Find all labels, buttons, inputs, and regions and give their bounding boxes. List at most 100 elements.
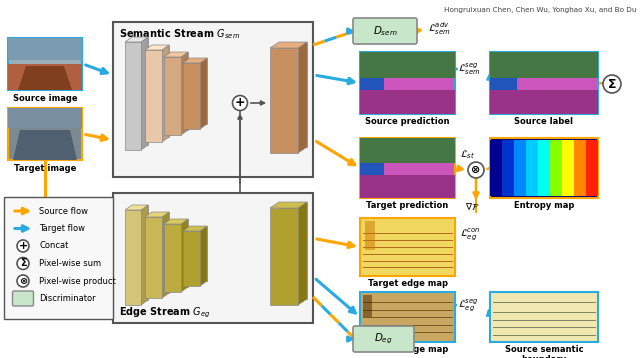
Text: $\mathcal{L}_{sem}^{adv}$: $\mathcal{L}_{sem}^{adv}$ xyxy=(428,21,451,37)
Polygon shape xyxy=(490,52,598,78)
Polygon shape xyxy=(270,202,307,208)
FancyBboxPatch shape xyxy=(4,197,113,319)
Polygon shape xyxy=(363,295,372,317)
Text: Source edge map: Source edge map xyxy=(366,345,449,354)
Text: Pixel-wise sum: Pixel-wise sum xyxy=(39,259,101,268)
Polygon shape xyxy=(490,91,598,114)
Text: Hongruixuan Chen, Chen Wu, Yonghao Xu, and Bo Du: Hongruixuan Chen, Chen Wu, Yonghao Xu, a… xyxy=(445,7,637,13)
Polygon shape xyxy=(152,45,169,137)
Text: Entropy map: Entropy map xyxy=(514,201,574,210)
Polygon shape xyxy=(162,212,169,298)
Polygon shape xyxy=(360,163,384,175)
FancyBboxPatch shape xyxy=(8,108,82,160)
Polygon shape xyxy=(18,66,72,90)
Text: ⊗: ⊗ xyxy=(19,276,27,286)
FancyBboxPatch shape xyxy=(353,326,414,352)
Text: $D_{eg}$: $D_{eg}$ xyxy=(374,332,393,346)
Polygon shape xyxy=(181,219,188,292)
Polygon shape xyxy=(8,108,82,128)
Text: Source semantic
boundary: Source semantic boundary xyxy=(505,345,583,358)
Text: Discriminator: Discriminator xyxy=(39,294,95,303)
Polygon shape xyxy=(145,217,162,298)
Polygon shape xyxy=(538,140,550,196)
Polygon shape xyxy=(298,42,307,153)
FancyBboxPatch shape xyxy=(360,52,455,114)
Polygon shape xyxy=(279,42,307,147)
Polygon shape xyxy=(152,212,169,293)
Polygon shape xyxy=(490,140,502,196)
Polygon shape xyxy=(125,205,148,210)
Polygon shape xyxy=(574,140,586,196)
Polygon shape xyxy=(360,52,455,78)
Polygon shape xyxy=(183,226,207,231)
Text: Source prediction: Source prediction xyxy=(365,117,450,126)
Polygon shape xyxy=(190,226,207,281)
FancyBboxPatch shape xyxy=(113,193,313,323)
Polygon shape xyxy=(183,58,207,63)
FancyBboxPatch shape xyxy=(113,22,313,177)
Polygon shape xyxy=(526,140,538,196)
Text: Edge Stream $G_{eg}$: Edge Stream $G_{eg}$ xyxy=(119,306,211,320)
Polygon shape xyxy=(562,140,574,196)
Polygon shape xyxy=(550,140,562,196)
Polygon shape xyxy=(365,221,375,250)
Text: Target flow: Target flow xyxy=(39,224,85,233)
Polygon shape xyxy=(13,130,77,160)
Polygon shape xyxy=(141,205,148,305)
Text: Target image: Target image xyxy=(14,164,76,173)
Polygon shape xyxy=(360,78,384,91)
Polygon shape xyxy=(132,205,148,300)
Text: Target edge map: Target edge map xyxy=(367,279,447,288)
Polygon shape xyxy=(270,42,307,48)
Polygon shape xyxy=(190,58,207,124)
FancyBboxPatch shape xyxy=(490,138,598,198)
Polygon shape xyxy=(162,45,169,142)
Polygon shape xyxy=(490,78,517,91)
Polygon shape xyxy=(8,64,82,90)
Polygon shape xyxy=(200,226,207,286)
Polygon shape xyxy=(183,231,200,286)
Circle shape xyxy=(603,75,621,93)
Text: $D_{sem}$: $D_{sem}$ xyxy=(372,24,397,38)
Text: Source label: Source label xyxy=(515,117,573,126)
Text: $\mathcal{L}_{sem}^{seg}$: $\mathcal{L}_{sem}^{seg}$ xyxy=(458,61,481,77)
Text: $\mathcal{L}_{eg}^{adv}$: $\mathcal{L}_{eg}^{adv}$ xyxy=(425,328,447,346)
Polygon shape xyxy=(125,42,141,150)
Polygon shape xyxy=(183,63,200,129)
FancyBboxPatch shape xyxy=(360,292,455,342)
Polygon shape xyxy=(164,57,181,135)
Polygon shape xyxy=(360,91,455,114)
Circle shape xyxy=(17,240,29,252)
Text: Concat: Concat xyxy=(39,242,68,251)
Text: $\mathcal{L}_{st}$: $\mathcal{L}_{st}$ xyxy=(460,149,476,161)
Polygon shape xyxy=(360,138,455,163)
Text: Source flow: Source flow xyxy=(39,207,88,216)
Polygon shape xyxy=(360,175,455,198)
Polygon shape xyxy=(164,224,181,292)
Text: +: + xyxy=(235,97,245,110)
Polygon shape xyxy=(8,38,82,60)
FancyBboxPatch shape xyxy=(353,18,417,44)
Polygon shape xyxy=(586,140,598,196)
Polygon shape xyxy=(164,219,188,224)
Text: +: + xyxy=(19,241,28,251)
Text: $\mathcal{L}_{eg}^{seg}$: $\mathcal{L}_{eg}^{seg}$ xyxy=(458,297,479,313)
Polygon shape xyxy=(270,48,298,153)
Text: Pixel-wise product: Pixel-wise product xyxy=(39,276,116,285)
Text: ⊗: ⊗ xyxy=(471,165,481,175)
Polygon shape xyxy=(270,208,298,305)
Polygon shape xyxy=(132,37,148,145)
Polygon shape xyxy=(514,140,526,196)
Polygon shape xyxy=(298,202,307,305)
Text: $\mathcal{L}_{eg}^{con}$: $\mathcal{L}_{eg}^{con}$ xyxy=(460,226,481,242)
Text: Σ: Σ xyxy=(20,258,26,268)
Polygon shape xyxy=(171,219,188,287)
FancyBboxPatch shape xyxy=(490,292,598,342)
Polygon shape xyxy=(145,45,169,50)
FancyBboxPatch shape xyxy=(8,38,82,90)
Polygon shape xyxy=(502,140,514,196)
Polygon shape xyxy=(181,52,188,135)
FancyBboxPatch shape xyxy=(360,138,455,198)
Text: $\nabla\mathcal{F}$: $\nabla\mathcal{F}$ xyxy=(465,202,479,213)
Circle shape xyxy=(232,96,248,111)
